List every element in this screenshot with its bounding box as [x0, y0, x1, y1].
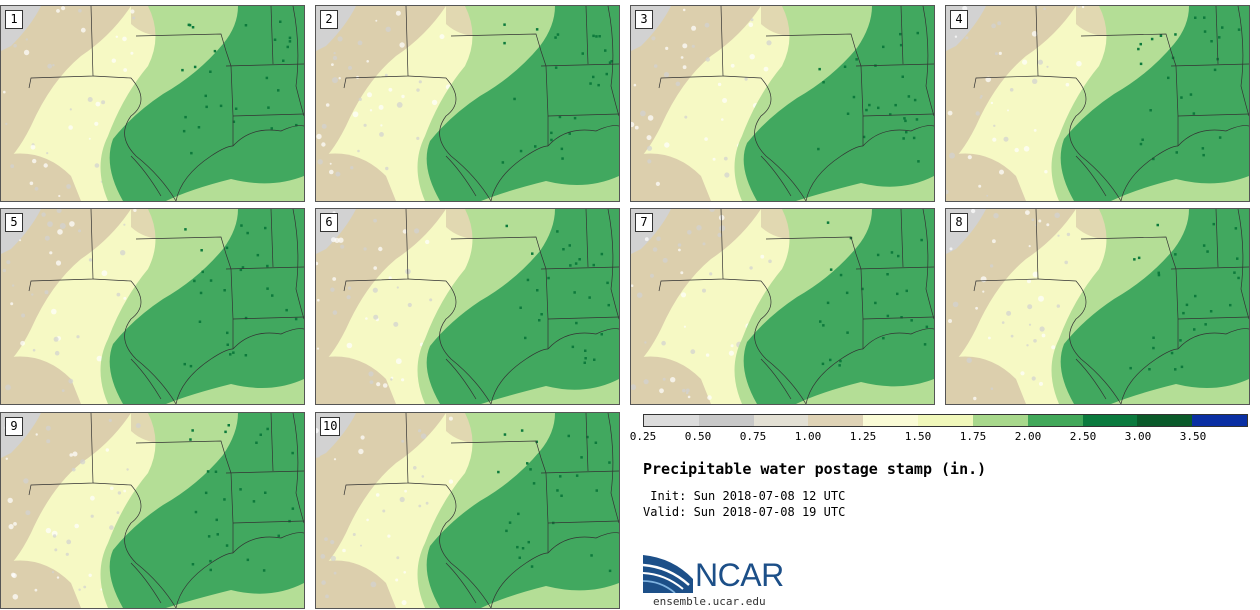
- member-panel: 6: [315, 208, 620, 405]
- member-panel: 3: [630, 5, 935, 202]
- pw-map: [946, 6, 1249, 201]
- chart-title: Precipitable water postage stamp (in.): [643, 460, 987, 478]
- colorbar-legend: 0.25 0.50 0.75 1.00 1.25 1.50 1.75 2.00 2.50 3.00…: [630, 414, 1248, 443]
- colorbar-tick-label: 3.50: [1179, 430, 1207, 443]
- colorbar-tick-label: 1.50: [904, 430, 932, 443]
- member-label: 9: [5, 417, 23, 436]
- colorbar-swatch: [1082, 415, 1138, 426]
- member-panel: 1: [0, 5, 305, 202]
- member-label: 1: [5, 10, 23, 29]
- valid-time: Valid: Sun 2018-07-08 19 UTC: [643, 505, 846, 519]
- colorbar-tick-label: 1.00: [794, 430, 822, 443]
- colorbar-ticks: 0.25 0.50 0.75 1.00 1.25 1.50 1.75 2.00 2.50 3.00…: [630, 427, 1248, 443]
- member-label: 4: [950, 10, 968, 29]
- pw-map: [631, 6, 934, 201]
- colorbar-tick-label: 3.00: [1124, 430, 1152, 443]
- member-label: 6: [320, 213, 338, 232]
- colorbar-swatch: [1192, 415, 1247, 426]
- pw-map: [1, 209, 304, 404]
- colorbar-tick-label: 0.50: [684, 430, 712, 443]
- colorbar-tick-label: 2.00: [1014, 430, 1042, 443]
- member-label: 2: [320, 10, 338, 29]
- init-time: Init: Sun 2018-07-08 12 UTC: [643, 489, 846, 503]
- colorbar-tick-label: 0.75: [739, 430, 767, 443]
- member-label: 7: [635, 213, 653, 232]
- member-label: 3: [635, 10, 653, 29]
- member-panel: 2: [315, 5, 620, 202]
- colorbar-swatch: [972, 415, 1028, 426]
- colorbar-tick-label: 1.25: [849, 430, 877, 443]
- logo-url: ensemble.ucar.edu: [653, 595, 766, 608]
- colorbar-swatch: [918, 415, 973, 426]
- pw-map: [1, 6, 304, 201]
- member-panel: 7: [630, 208, 935, 405]
- colorbar-swatch: [863, 415, 919, 426]
- member-panel: 4: [945, 5, 1250, 202]
- member-label: 10: [320, 417, 341, 436]
- pw-map: [946, 209, 1249, 404]
- member-panel: 5: [0, 208, 305, 405]
- colorbar: [643, 414, 1248, 427]
- pw-map: [316, 209, 619, 404]
- pw-map: [316, 413, 619, 608]
- member-label: 8: [950, 213, 968, 232]
- ncar-swoosh-icon: [643, 555, 693, 593]
- colorbar-swatch: [698, 415, 754, 426]
- pw-map: [316, 6, 619, 201]
- colorbar-swatch: [753, 415, 809, 426]
- pw-map: [1, 413, 304, 608]
- colorbar-tick-label: 1.75: [959, 430, 987, 443]
- pw-map: [631, 209, 934, 404]
- colorbar-swatch: [644, 415, 699, 426]
- ncar-logo: NCAR ensemble.ucar.edu: [643, 553, 803, 608]
- colorbar-tick-label: 0.25: [629, 430, 657, 443]
- member-panel: 8: [945, 208, 1250, 405]
- member-panel: 10: [315, 412, 620, 609]
- ncar-wordmark: NCAR: [695, 557, 784, 593]
- colorbar-swatch: [1027, 415, 1083, 426]
- colorbar-tick-label: 2.50: [1069, 430, 1097, 443]
- member-panel: 9: [0, 412, 305, 609]
- colorbar-swatch: [808, 415, 864, 426]
- member-label: 5: [5, 213, 23, 232]
- colorbar-swatch: [1137, 415, 1193, 426]
